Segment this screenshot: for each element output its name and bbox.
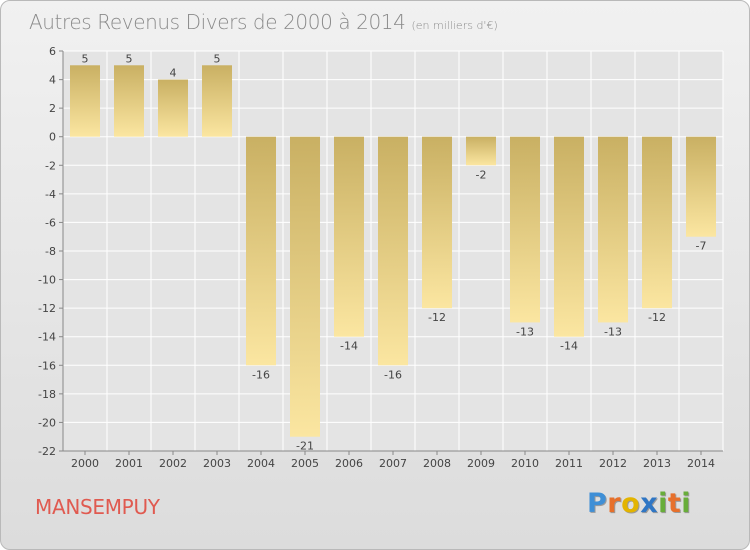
y-tick-label: -16 — [38, 359, 56, 372]
data-label: -2 — [476, 168, 487, 181]
data-label: -13 — [604, 325, 622, 338]
data-label: -21 — [296, 440, 314, 453]
logo-letter: i — [658, 488, 668, 519]
x-tick-label: 2013 — [643, 457, 671, 470]
commune-name: MANSEMPUY — [35, 495, 160, 519]
data-label: 4 — [170, 67, 177, 80]
y-tick-label: -12 — [38, 302, 56, 315]
y-tick-label: -2 — [45, 159, 56, 172]
bar — [422, 136, 452, 309]
y-tick-label: -4 — [45, 188, 56, 201]
bar — [642, 136, 672, 309]
y-tick-label: 0 — [49, 131, 56, 144]
data-label: -16 — [252, 368, 270, 381]
bar — [510, 136, 540, 323]
bar — [114, 65, 144, 137]
x-tick-label: 2008 — [423, 457, 451, 470]
proxiti-logo: Proxiti — [587, 488, 691, 519]
x-tick-label: 2006 — [335, 457, 363, 470]
y-tick-label: -6 — [45, 216, 56, 229]
data-label: -14 — [560, 340, 578, 353]
data-label: -13 — [516, 325, 534, 338]
logo-letter: P — [587, 488, 608, 519]
x-tick-label: 2003 — [203, 457, 231, 470]
y-tick-label: -20 — [38, 416, 56, 429]
data-label: -7 — [696, 240, 707, 253]
bar — [158, 79, 188, 137]
x-tick-label: 2002 — [159, 457, 187, 470]
logo-letter: t — [667, 488, 682, 519]
x-tick-label: 2011 — [555, 457, 583, 470]
data-label: 5 — [214, 52, 221, 65]
logo-letter: o — [621, 488, 641, 519]
bar — [202, 65, 232, 137]
y-tick-label: -10 — [38, 274, 56, 287]
data-label: 5 — [126, 52, 133, 65]
bar — [378, 136, 408, 366]
data-label: 5 — [82, 52, 89, 65]
x-tick-label: 2014 — [687, 457, 715, 470]
x-tick-label: 2007 — [379, 457, 407, 470]
x-tick-label: 2000 — [71, 457, 99, 470]
bar — [290, 136, 320, 437]
chart-title: Autres Revenus Divers de 2000 à 2014 (en … — [29, 10, 498, 34]
bar — [466, 136, 496, 166]
data-label: -16 — [384, 368, 402, 381]
bar — [686, 136, 716, 237]
chart-title-text: Autres Revenus Divers de 2000 à 2014 — [29, 10, 406, 34]
y-tick-label: -8 — [45, 245, 56, 258]
x-tick-label: 2001 — [115, 457, 143, 470]
y-tick-label: -18 — [38, 388, 56, 401]
y-tick-label: -22 — [38, 445, 56, 458]
bar — [554, 136, 584, 337]
x-tick-label: 2009 — [467, 457, 495, 470]
bar — [70, 65, 100, 137]
x-tick-label: 2012 — [599, 457, 627, 470]
y-tick-label: 6 — [49, 45, 56, 58]
y-tick-label: 4 — [49, 74, 56, 87]
logo-letter: x — [640, 488, 659, 519]
logo-letter: i — [681, 488, 692, 519]
data-label: -12 — [648, 311, 666, 324]
y-tick-label: -14 — [38, 331, 56, 344]
chart-subtitle: (en milliers d'€) — [411, 19, 498, 32]
y-tick-label: 2 — [49, 102, 56, 115]
x-tick-label: 2010 — [511, 457, 539, 470]
bar — [334, 136, 364, 337]
x-tick-label: 2005 — [291, 457, 319, 470]
bar — [246, 136, 276, 366]
x-tick-label: 2004 — [247, 457, 275, 470]
logo-letter: r — [607, 488, 622, 519]
data-label: -14 — [340, 340, 358, 353]
bar — [598, 136, 628, 323]
data-label: -12 — [428, 311, 446, 324]
